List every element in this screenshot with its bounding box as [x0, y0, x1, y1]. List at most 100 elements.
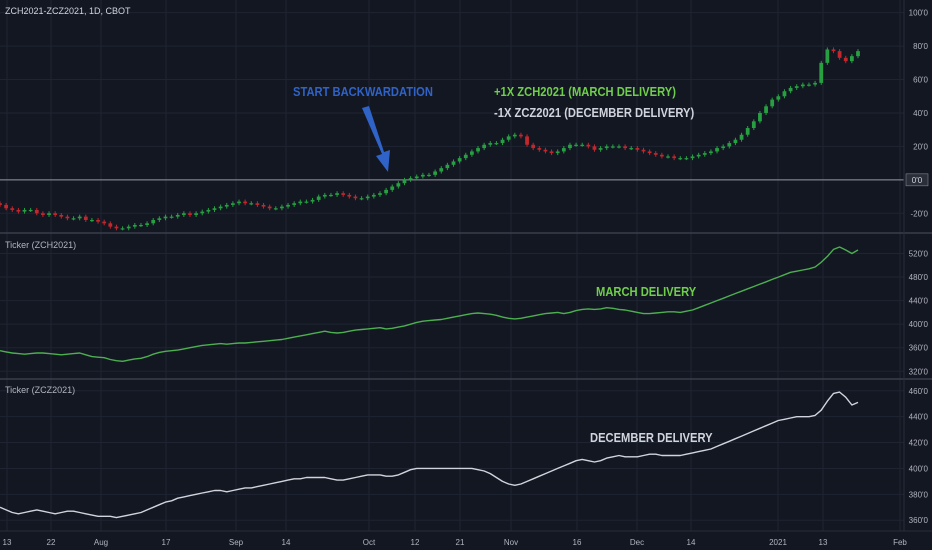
- candle-body[interactable]: [494, 143, 499, 145]
- candle-body[interactable]: [543, 149, 548, 152]
- candle-body[interactable]: [653, 153, 658, 155]
- candle-body[interactable]: [825, 49, 830, 63]
- candle-body[interactable]: [304, 201, 309, 203]
- candle-body[interactable]: [586, 144, 591, 147]
- candle-body[interactable]: [647, 151, 652, 154]
- candle-body[interactable]: [120, 228, 125, 230]
- price-tick-label[interactable]: 420'0: [909, 439, 929, 448]
- candle-body[interactable]: [157, 218, 162, 220]
- time-tick-label[interactable]: Aug: [94, 538, 108, 547]
- candle-body[interactable]: [396, 183, 401, 187]
- candle-body[interactable]: [359, 198, 364, 200]
- candle-body[interactable]: [286, 204, 290, 207]
- candle-body[interactable]: [678, 158, 683, 160]
- candle-body[interactable]: [4, 204, 9, 209]
- candle-body[interactable]: [169, 216, 174, 218]
- price-tick-label[interactable]: 40'0: [913, 109, 928, 118]
- candle-body[interactable]: [273, 208, 278, 210]
- candle-body[interactable]: [132, 224, 137, 227]
- candle-body[interactable]: [96, 219, 100, 222]
- candle-body[interactable]: [666, 156, 670, 158]
- candle-body[interactable]: [267, 206, 272, 209]
- candle-body[interactable]: [788, 87, 793, 92]
- candle-body[interactable]: [77, 216, 82, 219]
- candle-body[interactable]: [751, 121, 756, 129]
- candle-body[interactable]: [347, 194, 352, 197]
- candle-body[interactable]: [114, 226, 119, 229]
- candle-body[interactable]: [218, 206, 223, 209]
- candle-body[interactable]: [819, 62, 824, 83]
- spread-candles[interactable]: [0, 47, 860, 231]
- price-tick-label[interactable]: 520'0: [909, 249, 929, 258]
- candle-body[interactable]: [427, 174, 431, 177]
- candle-body[interactable]: [292, 203, 297, 205]
- candle-body[interactable]: [623, 146, 628, 149]
- candle-body[interactable]: [102, 221, 107, 224]
- candle-body[interactable]: [322, 194, 327, 197]
- candle-body[interactable]: [555, 151, 560, 154]
- time-tick-label[interactable]: 21: [456, 538, 465, 547]
- candle-body[interactable]: [329, 194, 333, 197]
- candle-body[interactable]: [371, 194, 376, 197]
- ticker-zcz-legend[interactable]: Ticker (ZCZ2021): [5, 385, 76, 395]
- time-tick-label[interactable]: 13: [3, 538, 12, 547]
- candle-body[interactable]: [641, 149, 646, 152]
- candle-body[interactable]: [145, 223, 149, 225]
- candle-body[interactable]: [420, 174, 425, 177]
- candle-body[interactable]: [16, 209, 21, 212]
- candle-body[interactable]: [22, 209, 27, 212]
- time-tick-label[interactable]: Dec: [630, 538, 644, 547]
- candle-body[interactable]: [457, 158, 462, 162]
- candle-body[interactable]: [408, 178, 413, 180]
- candle-body[interactable]: [525, 136, 529, 145]
- time-tick-label[interactable]: 14: [687, 538, 696, 547]
- candle-body[interactable]: [568, 144, 572, 149]
- candle-body[interactable]: [470, 151, 474, 155]
- candle-body[interactable]: [310, 199, 315, 202]
- zero-price-tag[interactable]: [905, 173, 929, 187]
- candle-body[interactable]: [604, 146, 609, 149]
- candle-body[interactable]: [414, 176, 419, 179]
- candle-body[interactable]: [224, 204, 229, 207]
- price-tick-label[interactable]: 320'0: [909, 367, 929, 376]
- price-tick-label[interactable]: 60'0: [913, 76, 928, 85]
- candle-body[interactable]: [175, 214, 180, 217]
- candle-body[interactable]: [28, 209, 33, 212]
- candle-body[interactable]: [764, 106, 768, 113]
- candle-body[interactable]: [151, 219, 156, 224]
- candle-body[interactable]: [739, 134, 744, 140]
- time-tick-label[interactable]: 22: [47, 538, 56, 547]
- candle-body[interactable]: [255, 203, 260, 205]
- candle-body[interactable]: [733, 139, 738, 144]
- candle-body[interactable]: [384, 189, 388, 194]
- candle-body[interactable]: [831, 49, 836, 52]
- price-tick-label[interactable]: 480'0: [909, 273, 929, 282]
- price-tick-label[interactable]: 20'0: [913, 142, 928, 151]
- ticker-zch-legend[interactable]: Ticker (ZCH2021): [5, 240, 77, 250]
- march-series-line[interactable]: [0, 246, 859, 362]
- candle-body[interactable]: [200, 211, 205, 214]
- price-tick-label[interactable]: 460'0: [909, 387, 929, 396]
- candle-body[interactable]: [794, 86, 799, 88]
- december-series-line[interactable]: [0, 391, 859, 519]
- candle-body[interactable]: [243, 201, 248, 204]
- price-tick-label[interactable]: 440'0: [909, 413, 929, 422]
- price-tick-label[interactable]: 360'0: [909, 516, 929, 525]
- candle-body[interactable]: [261, 204, 266, 207]
- candle-body[interactable]: [715, 148, 719, 152]
- price-tick-label[interactable]: 440'0: [909, 297, 929, 306]
- price-tick-label[interactable]: 400'0: [909, 464, 929, 473]
- price-tick-label[interactable]: 360'0: [909, 344, 929, 353]
- candle-body[interactable]: [206, 209, 211, 212]
- candle-body[interactable]: [212, 208, 217, 210]
- candle-body[interactable]: [90, 219, 94, 222]
- price-tick-label[interactable]: 400'0: [909, 320, 929, 329]
- time-tick-label[interactable]: 2021: [769, 538, 787, 547]
- candle-body[interactable]: [230, 203, 235, 205]
- candle-body[interactable]: [341, 193, 346, 195]
- candle-body[interactable]: [617, 146, 621, 148]
- candle-body[interactable]: [188, 213, 192, 215]
- candle-body[interactable]: [580, 144, 585, 146]
- candle-body[interactable]: [531, 144, 536, 149]
- candle-body[interactable]: [10, 208, 15, 210]
